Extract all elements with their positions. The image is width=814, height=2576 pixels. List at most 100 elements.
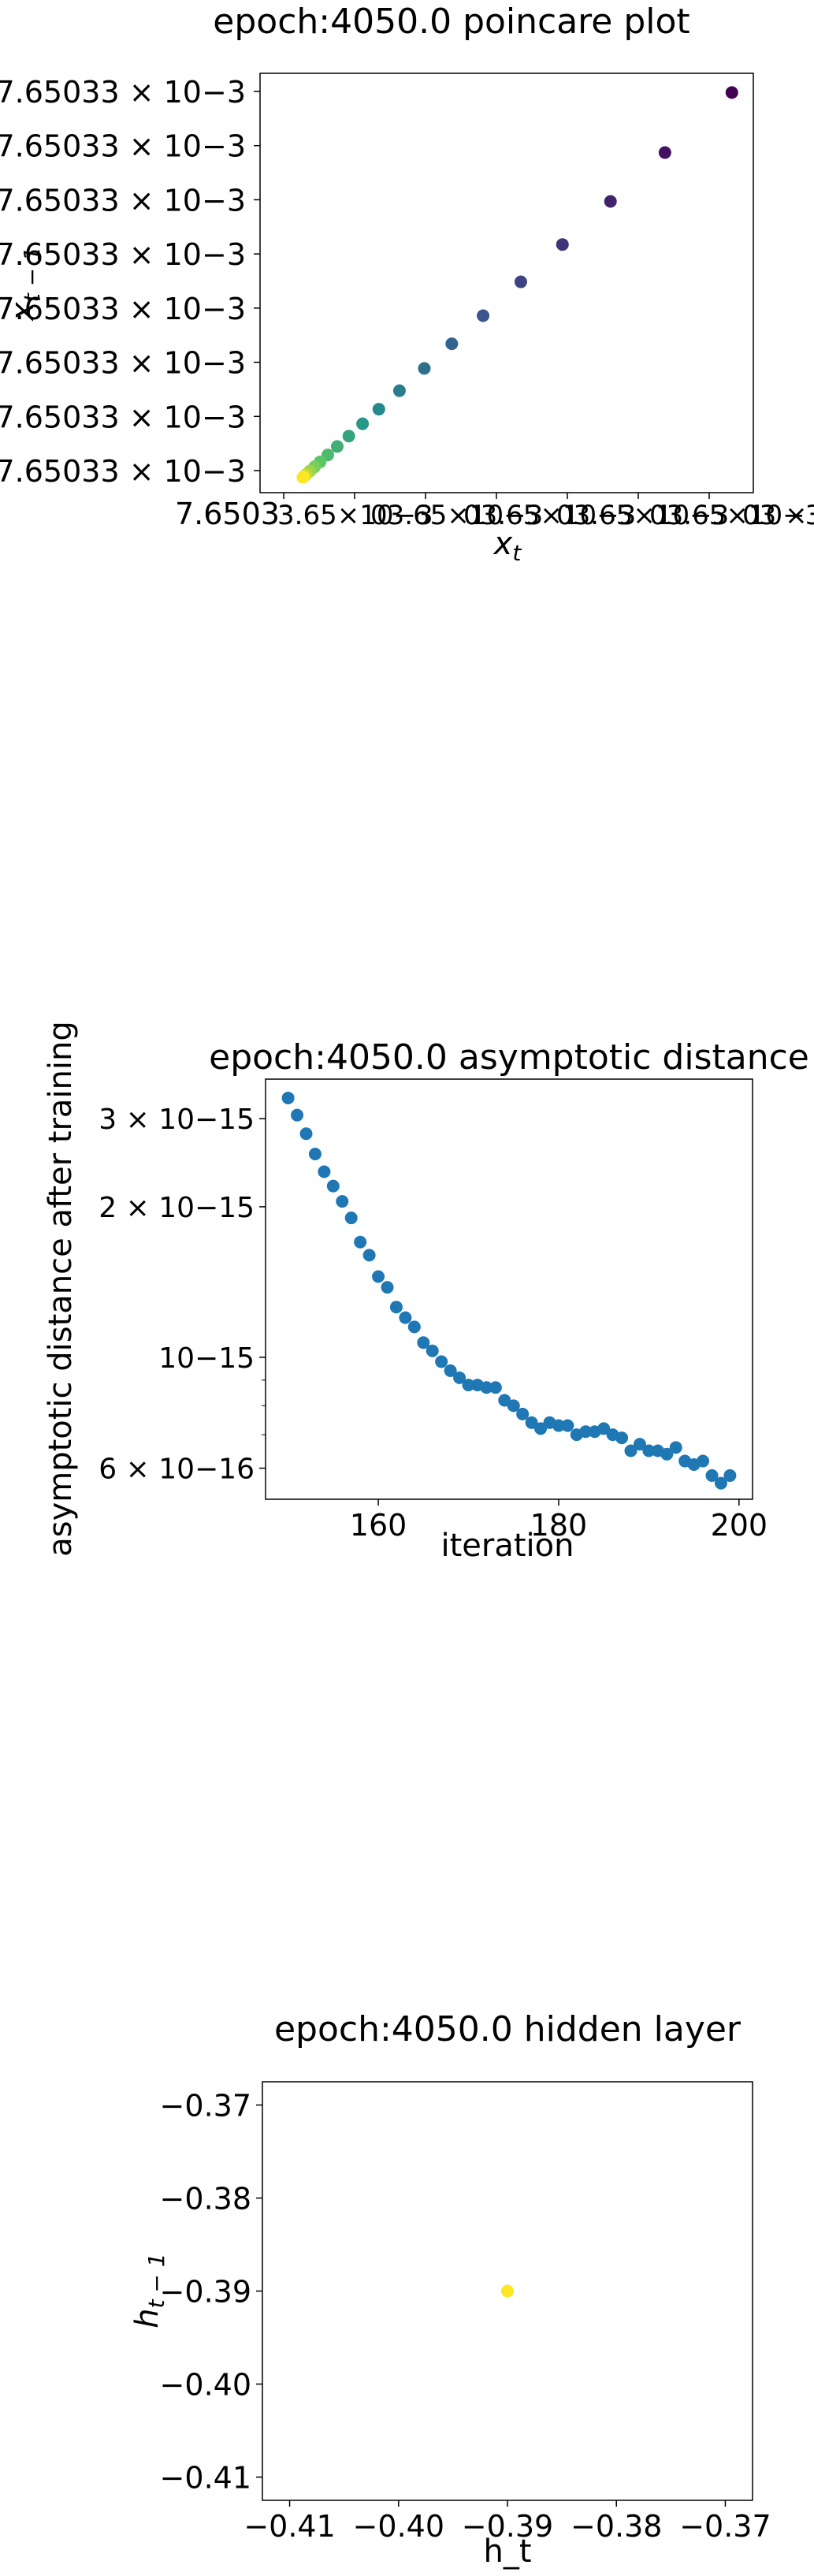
chart2-y-tick-label: 10−15 [158,1342,255,1375]
chart2-y-label: asymptotic distance after training [43,1021,79,1557]
chart2-y-axis: 6 × 10−16 10−15 2 × 10−15 3 × 10−15 [98,1104,266,1486]
chart3-point [501,2284,514,2298]
chart2-title: epoch:4050.0 asymptotic distance [209,1037,809,1078]
chart1-point [477,309,490,322]
chart2-point [597,1422,611,1435]
chart1-y-tick-label: 7.65033 × 10−3 [0,183,246,218]
chart3-points [501,2284,514,2298]
chart1-points [296,86,738,484]
chart1-y-tick-label: 7.65033 × 10−3 [0,129,246,164]
chart2-point [669,1441,682,1454]
chart1-y-tick-label: 7.65033 × 10−3 [0,346,246,381]
chart3-y-tick-label: −0.40 [160,2368,251,2403]
chart1-point [445,337,459,351]
chart2-x-label: iteration [441,1528,574,1564]
chart2-point [354,1235,367,1249]
chart3-y-tick-label: −0.37 [160,2089,251,2124]
chart2-x-tick-label: 160 [350,1508,407,1543]
chart3-y-tick-label: −0.39 [160,2275,251,2310]
chart1-title: epoch:4050.0 poincare plot [213,2,689,42]
chart2-point [344,1212,358,1225]
chart2-y-tick-label: 2 × 10−15 [98,1192,255,1224]
chart2-point [407,1320,421,1334]
chart2-point [525,1416,538,1429]
chart1-point [658,146,671,159]
chart1-y-tick-label: 7.65033 × 10−3 [0,400,246,434]
chart2-point [723,1469,737,1482]
chart2-point [579,1425,593,1439]
chart2-point [326,1179,340,1193]
chart1-y-tick-label: 7.65033 × 10−3 [0,454,246,489]
chart2-point [389,1301,403,1314]
chart1-x-label: xt [492,526,522,566]
chart2-point [291,1108,304,1122]
chart2-plot-area [265,1078,753,1500]
chart3-x-axis: −0.41 −0.40 −0.39 −0.38 −0.37 [243,2500,771,2544]
chart2-point [426,1344,439,1357]
chart1-point [342,430,355,443]
chart3-x-tick-label: −0.41 [243,2509,335,2544]
asymptotic-chart: epoch:4050.0 asymptotic distance 6 × 10−… [43,1021,809,1564]
chart1-point [556,238,569,251]
chart2-point [705,1469,719,1482]
chart1-x-tick-label: 7.6503 [175,497,280,531]
chart2-y-tick-label: 3 × 10−15 [98,1104,255,1136]
chart2-point [615,1431,629,1445]
chart1-x-axis: 7.65033.65×10−303.65×10−303.65×10−303.65… [175,493,814,531]
chart1-x-tick-label: 03.65×10−3 [463,500,636,531]
chart2-point [516,1407,530,1420]
chart3-x-tick-label: −0.37 [679,2509,771,2544]
chart1-x-tick-label: 03 × 10−3 [742,500,814,531]
chart2-point [362,1249,376,1262]
chart2-point [399,1311,412,1324]
chart2-point [372,1270,385,1283]
chart1-y-tick-label: 7.65033 × 10−3 [0,237,246,272]
chart1-y-tick-label: 7.65033 × 10−3 [0,292,246,326]
chart2-point [697,1454,710,1468]
chart3-x-tick-label: −0.39 [462,2509,553,2544]
chart2-point [281,1091,295,1104]
chart2-point [318,1165,331,1178]
chart1-y-axis: 7.65033 × 10−3 7.65033 × 10−3 7.65033 × 10… [0,75,260,489]
chart3-x-tick-label: −0.40 [353,2509,444,2544]
chart2-x-tick-label: 200 [711,1508,768,1543]
chart2-x-axis: 160 180 200 [350,1499,768,1543]
chart2-point [417,1336,430,1349]
chart3-x-tick-label: −0.38 [571,2509,662,2544]
chart1-point [514,275,527,288]
chart1-point [372,403,385,416]
chart1-point [418,362,431,375]
chart3-y-tick-label: −0.38 [160,2182,251,2217]
chart1-plot-area [259,73,754,493]
chart1-point [604,195,617,208]
hidden-layer-chart: epoch:4050.0 hidden layer −0.41 −0.40 −0.3… [129,2009,771,2570]
chart2-x-tick-label: 180 [530,1508,588,1543]
chart2-point [552,1419,565,1432]
chart1-point [725,86,738,99]
chart2-point [435,1355,448,1368]
chart1-x-tick-label: 03.65×10−3 [556,500,729,531]
chart1-point [356,417,370,430]
chart1-point [330,440,344,453]
chart3-y-axis: −0.41 −0.40 −0.39 −0.38 −0.37 [160,2089,262,2496]
chart2-y-tick-label: 6 × 10−16 [98,1454,255,1486]
chart2-point [714,1476,727,1490]
chart2-point [308,1147,322,1160]
chart1-point [296,471,310,484]
chart2-point [624,1444,637,1457]
chart1-x-tick-label: 03.65×10−3 [370,500,543,531]
chart2-point [462,1379,475,1392]
chart2-point [507,1399,520,1413]
chart3-y-label: ht − 1 [129,2253,169,2328]
chart2-point [633,1438,646,1451]
chart2-point [480,1381,493,1394]
chart3-x-label: h_t [483,2533,531,2570]
chart1-y-tick-label: 7.65033 × 10−3 [0,75,246,110]
chart2-point [299,1127,313,1141]
chart1-x-tick-label: 3.65×10−3 [277,500,433,531]
chart2-point [444,1364,457,1377]
chart1-point [392,384,406,397]
chart2-point [534,1422,548,1435]
chart2-point [453,1371,466,1384]
